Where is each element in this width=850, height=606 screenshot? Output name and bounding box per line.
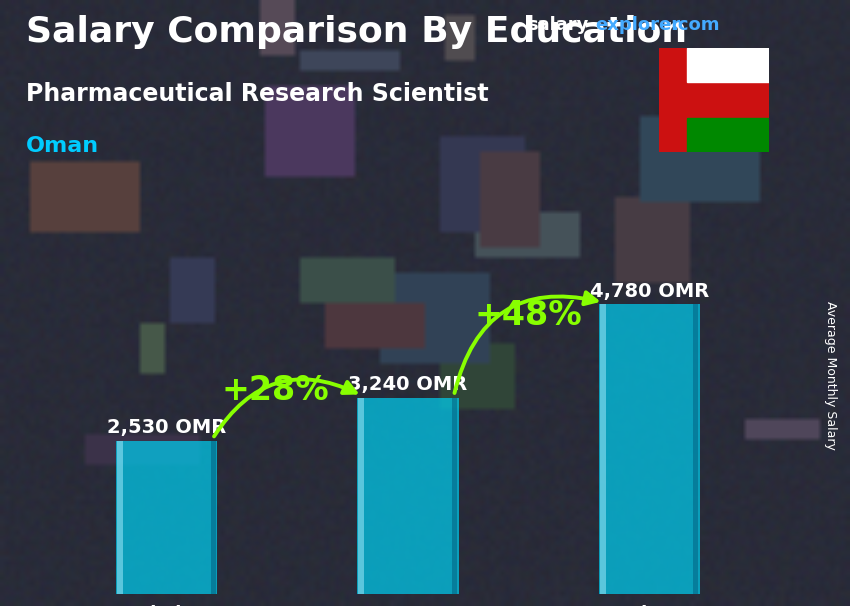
Bar	[117, 441, 123, 594]
Bar	[688, 118, 769, 152]
Text: salary: salary	[527, 16, 588, 35]
Text: Pharmaceutical Research Scientist: Pharmaceutical Research Scientist	[26, 82, 488, 106]
Bar	[598, 304, 700, 594]
Text: +28%: +28%	[222, 375, 329, 407]
Text: Oman: Oman	[26, 136, 99, 156]
Bar	[357, 398, 459, 594]
Text: 4,780 OMR: 4,780 OMR	[590, 282, 709, 301]
Bar	[211, 441, 216, 594]
Bar	[688, 48, 769, 82]
Bar	[116, 441, 218, 594]
Text: .com: .com	[672, 16, 720, 35]
Text: 3,240 OMR: 3,240 OMR	[348, 375, 468, 394]
Bar	[359, 398, 365, 594]
Text: +48%: +48%	[475, 299, 582, 332]
Text: Average Monthly Salary: Average Monthly Salary	[824, 301, 837, 450]
Text: 2,530 OMR: 2,530 OMR	[107, 418, 226, 437]
Text: explorer: explorer	[595, 16, 680, 35]
Bar	[452, 398, 457, 594]
Text: Salary Comparison By Education: Salary Comparison By Education	[26, 15, 687, 49]
Bar	[694, 304, 699, 594]
Bar	[599, 304, 606, 594]
